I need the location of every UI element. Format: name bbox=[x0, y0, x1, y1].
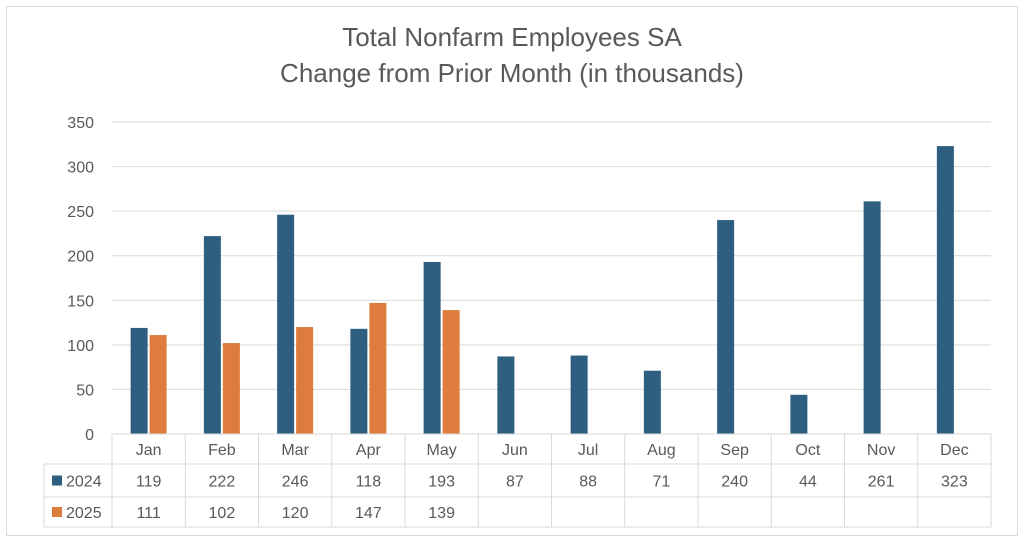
y-tick-label: 300 bbox=[67, 160, 94, 177]
data-label: 44 bbox=[799, 474, 817, 491]
x-tick-label: Aug bbox=[647, 442, 675, 459]
y-tick-label: 350 bbox=[67, 115, 94, 132]
data-label: 102 bbox=[209, 505, 236, 522]
data-label: 87 bbox=[506, 474, 524, 491]
bar-2025-feb bbox=[222, 343, 240, 434]
chart-frame bbox=[6, 6, 1018, 536]
bar-2025-apr bbox=[369, 302, 387, 434]
legend-label-2024: 2024 bbox=[66, 474, 102, 491]
bar-2024-nov bbox=[863, 201, 881, 434]
data-label: 88 bbox=[579, 474, 597, 491]
x-tick-label: Jan bbox=[136, 442, 162, 459]
data-label: 261 bbox=[868, 474, 895, 491]
data-label: 139 bbox=[428, 505, 455, 522]
x-tick-label: Apr bbox=[356, 442, 382, 459]
bar-2024-apr bbox=[350, 328, 368, 434]
bar-2024-oct bbox=[790, 394, 808, 434]
data-label: 246 bbox=[282, 474, 309, 491]
data-label: 118 bbox=[356, 474, 382, 491]
bar-2024-feb bbox=[203, 236, 221, 434]
y-tick-label: 50 bbox=[76, 382, 94, 399]
x-tick-label: Feb bbox=[208, 442, 236, 459]
chart-title-line-2: Change from Prior Month (in thousands) bbox=[280, 58, 744, 88]
data-label: 323 bbox=[941, 474, 968, 491]
data-label: 111 bbox=[136, 505, 160, 522]
bar-2024-jul bbox=[570, 355, 588, 434]
x-tick-label: Jul bbox=[578, 442, 598, 459]
data-label: 222 bbox=[209, 474, 236, 491]
x-tick-label: Dec bbox=[940, 442, 968, 459]
legend-key-2025 bbox=[52, 507, 62, 517]
bar-2024-sep bbox=[717, 220, 735, 434]
y-tick-label: 200 bbox=[67, 249, 94, 266]
data-label: 120 bbox=[282, 505, 309, 522]
legend-label-2025: 2025 bbox=[66, 505, 102, 522]
bar-2024-mar bbox=[277, 214, 295, 434]
x-tick-label: Sep bbox=[720, 442, 749, 459]
y-tick-label: 100 bbox=[67, 338, 94, 355]
chart-title-line-1: Total Nonfarm Employees SA bbox=[342, 22, 682, 52]
data-label: 147 bbox=[355, 505, 382, 522]
x-tick-label: Oct bbox=[795, 442, 820, 459]
bar-2024-jan bbox=[130, 327, 148, 434]
bar-2024-dec bbox=[936, 146, 954, 434]
data-label: 193 bbox=[428, 474, 455, 491]
data-label: 119 bbox=[136, 474, 162, 491]
data-label: 71 bbox=[652, 474, 670, 491]
x-tick-label: May bbox=[427, 442, 457, 459]
x-tick-label: Mar bbox=[281, 442, 309, 459]
bar-2025-jan bbox=[149, 335, 167, 434]
y-tick-label: 250 bbox=[67, 204, 94, 221]
y-tick-label: 0 bbox=[85, 427, 94, 444]
bar-2025-may bbox=[442, 310, 460, 434]
x-tick-label: Nov bbox=[867, 442, 895, 459]
legend-key-2024 bbox=[52, 475, 62, 486]
bar-2024-may bbox=[423, 261, 441, 434]
x-tick-label: Jun bbox=[502, 442, 528, 459]
bar-2025-mar bbox=[296, 327, 314, 434]
bar-2024-jun bbox=[497, 356, 515, 434]
bar-2024-aug bbox=[643, 370, 661, 434]
y-tick-label: 150 bbox=[67, 293, 94, 310]
data-label: 240 bbox=[721, 474, 748, 491]
